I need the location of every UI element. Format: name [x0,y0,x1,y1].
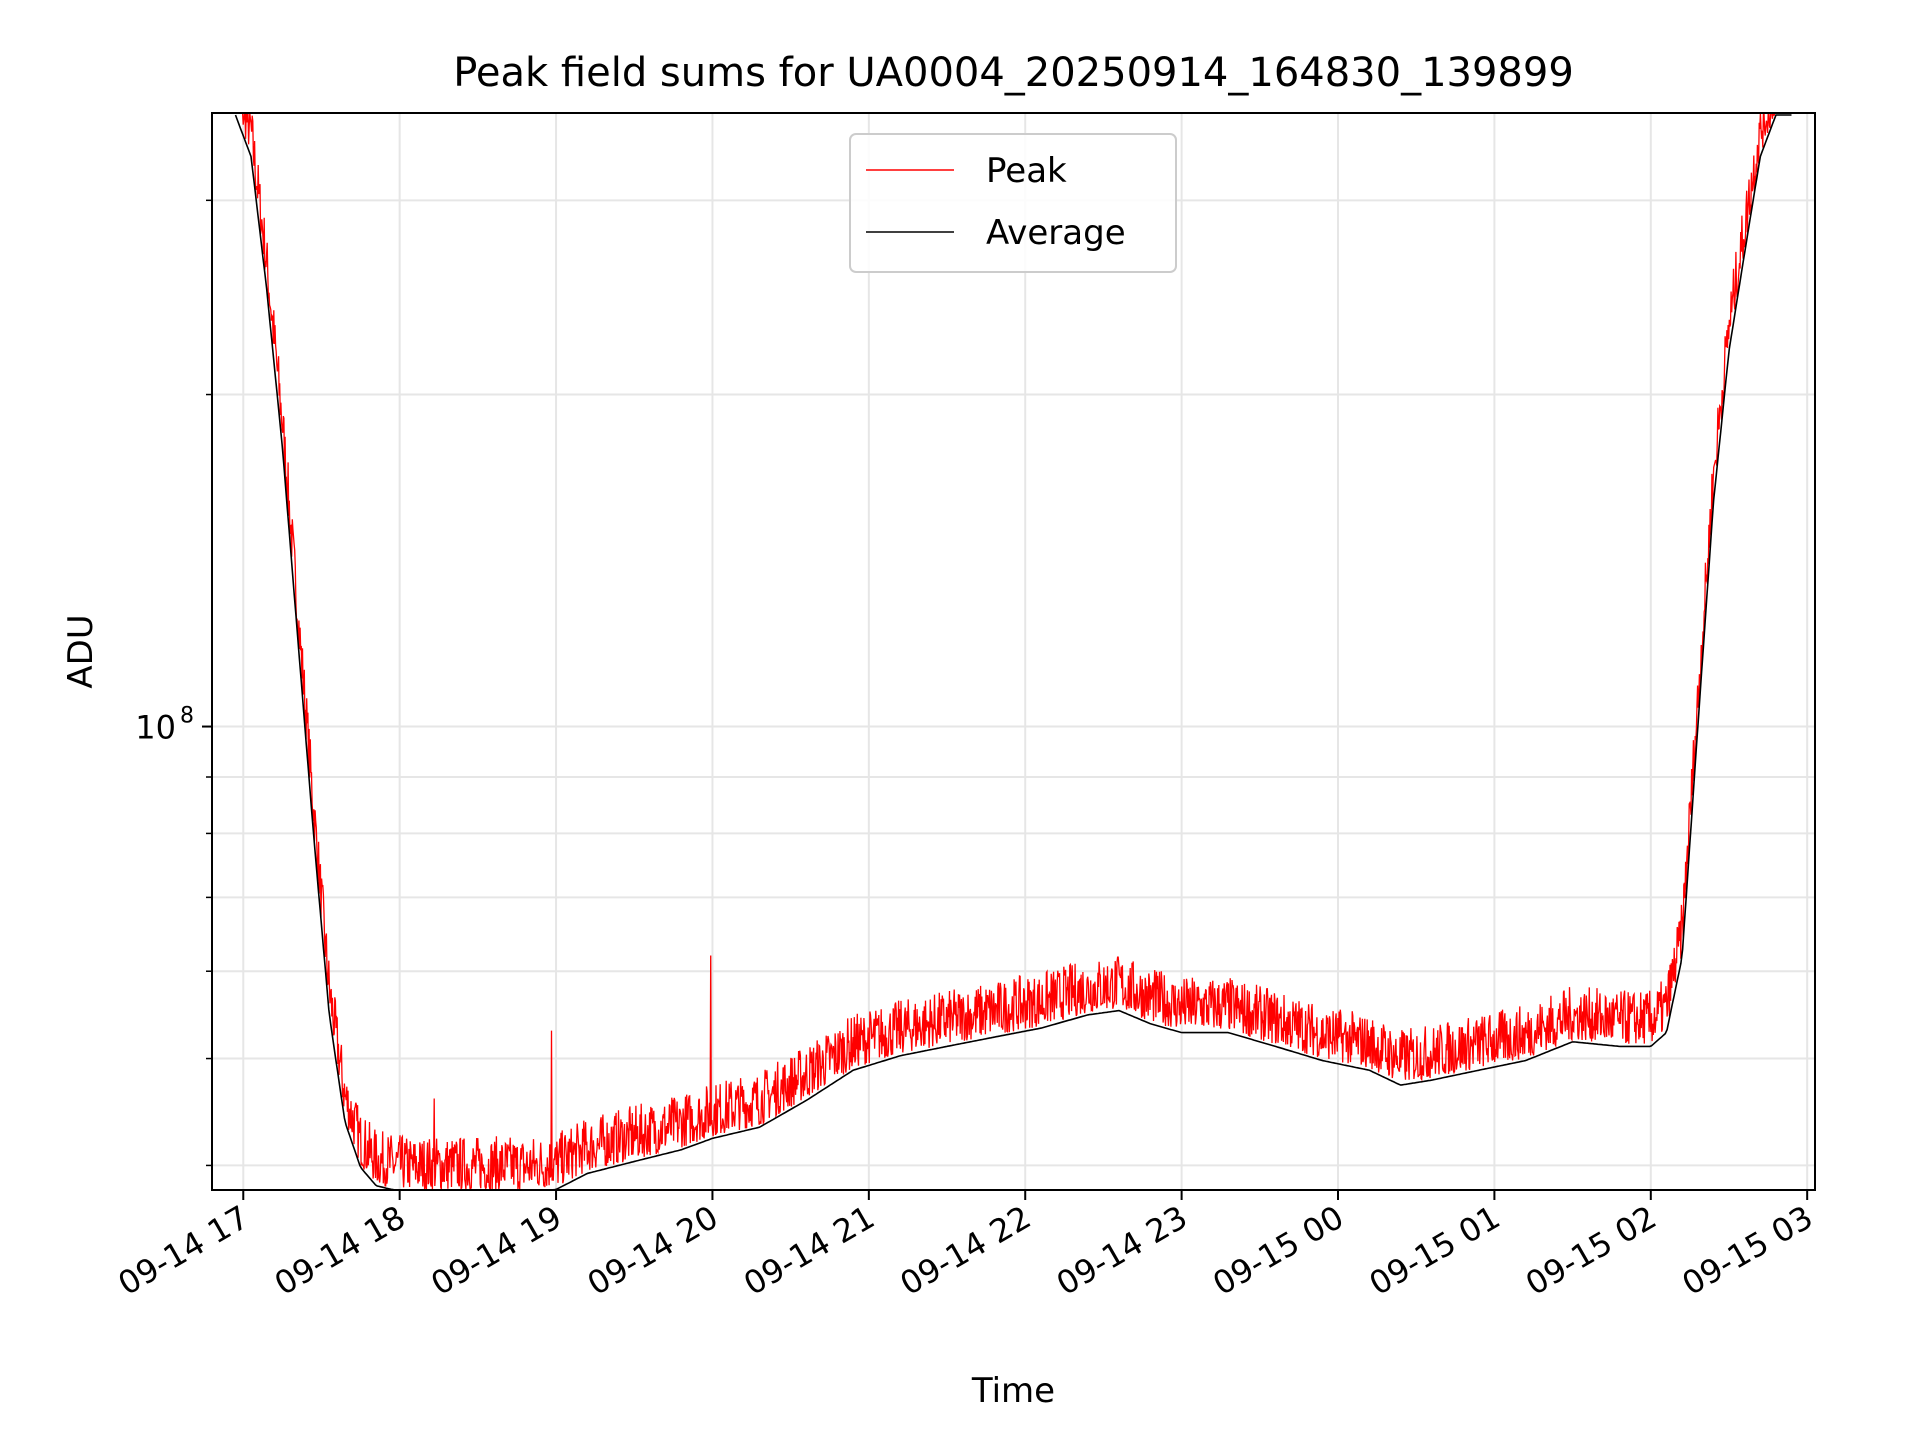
legend-box [849,133,1177,273]
x-axis-label: Time [971,1371,1055,1411]
grid-lines [212,113,1815,1190]
legend-label-average: Average [986,213,1126,253]
y-tick-exponent: 8 [180,704,194,729]
y-tick-label: 10 [135,709,176,747]
y-axis-ticks: 10 8 [135,199,212,1167]
x-tick-label: 09-14 21 [737,1198,881,1303]
x-tick-label: 09-14 23 [1050,1198,1194,1303]
x-tick-label: 09-14 20 [581,1198,725,1303]
x-axis-ticks: 09-14 17 09-14 18 09-14 19 09-14 20 09-14 21… [112,1190,1820,1303]
legend: Peak Average [849,133,1177,273]
x-tick-label: 09-15 01 [1363,1198,1507,1303]
x-tick-label: 09-15 00 [1206,1198,1350,1303]
x-tick-label: 09-14 22 [894,1198,1038,1303]
x-tick-label: 09-15 03 [1676,1198,1820,1303]
x-tick-label: 09-14 19 [424,1198,568,1303]
x-tick-label: 09-14 17 [112,1198,256,1303]
series-peak-line [235,112,1792,1191]
x-tick-label: 09-15 02 [1519,1198,1663,1303]
legend-label-peak: Peak [986,151,1067,191]
series-layer [234,112,1792,1191]
plot-frame [211,112,1816,1191]
chart-title: Peak field sums for UA0004_20250914_1648… [453,50,1574,96]
y-axis-label: ADU [61,614,101,688]
x-tick-label: 09-14 18 [268,1198,412,1303]
